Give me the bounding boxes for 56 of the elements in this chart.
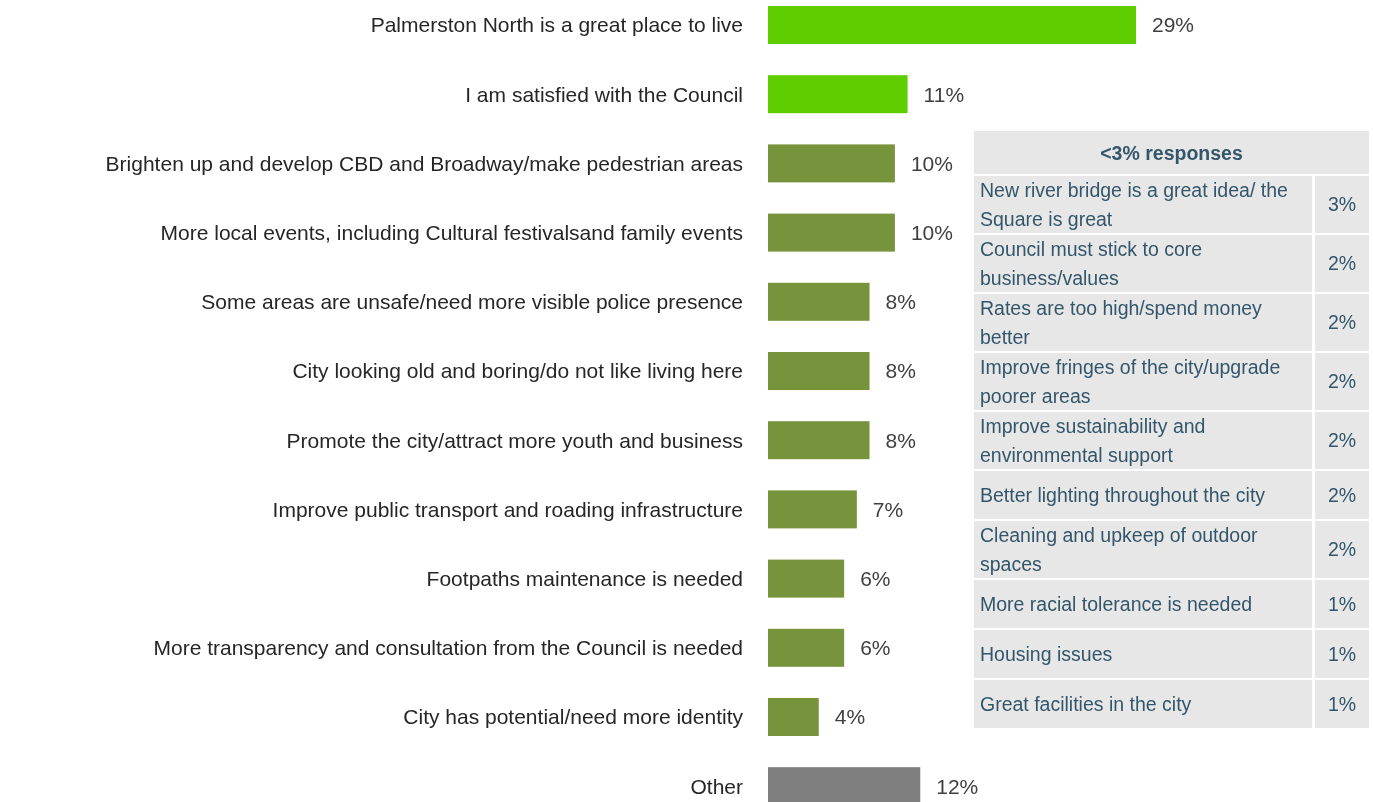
y-tick-label: More transparency and consultation from the Council is needed	[153, 636, 743, 660]
bar	[768, 628, 845, 667]
bar	[768, 144, 895, 183]
text: 2%	[1327, 538, 1357, 561]
category-label: More racial tolerance is needed	[980, 592, 1253, 615]
category-label: Improve fringes of the city/upgrade poorer areas	[980, 355, 1281, 407]
text: 2%	[1327, 429, 1357, 452]
text: 2%	[1327, 311, 1357, 334]
data-label: 10%	[910, 220, 953, 244]
y-tick-label: Palmerston North is a great place to live	[370, 13, 743, 37]
y-tick-label: Brighten up and develop CBD and Broadway/make pedestrian areas	[105, 151, 743, 175]
data-label: 6%	[860, 566, 891, 590]
y-tick-label: Footpaths maintenance is needed	[426, 566, 743, 590]
y-tick-label: Improve public transport and roading infrastructure	[272, 497, 743, 521]
bar	[768, 282, 870, 321]
y-tick-label: Other	[690, 774, 743, 798]
bar	[768, 421, 870, 460]
text: 2%	[1327, 252, 1357, 275]
y-tick-label: More local events, including Cultural festivalsand family events	[160, 220, 743, 244]
data-label: 11%	[923, 82, 965, 106]
category-label: Great facilities in the city	[980, 692, 1192, 715]
text: 2%	[1327, 370, 1357, 393]
data-label: 4%	[834, 705, 866, 729]
text: <3% responses	[1100, 141, 1243, 164]
category-label: Council must stick to core business/values	[980, 237, 1203, 289]
data-label: 6%	[860, 636, 891, 660]
data-label: 7%	[872, 497, 904, 521]
data-label: 12%	[936, 774, 979, 798]
y-tick-label: I am satisfied with the Council	[465, 82, 743, 106]
data-label: 8%	[885, 290, 916, 314]
bar	[768, 352, 870, 390]
text: 1%	[1327, 642, 1357, 665]
category-label: Better lighting throughout the city	[980, 483, 1266, 506]
y-tick-label: Promote the city/attract more youth and business	[286, 428, 743, 452]
category-label: Housing issues	[980, 642, 1113, 665]
data-label: 8%	[885, 359, 916, 383]
text: 1%	[1327, 692, 1357, 715]
category-label: Cleaning and upkeep of outdoor spaces	[980, 523, 1259, 575]
y-tick-label: City has potential/need more identity	[403, 705, 744, 729]
text: 1%	[1327, 592, 1357, 615]
y-tick-label: City looking old and boring/do not like living here	[292, 359, 743, 383]
text: 3%	[1327, 193, 1357, 216]
bar	[768, 213, 895, 252]
bar	[768, 698, 819, 736]
category-label: Rates are too high/spend money better	[980, 296, 1263, 348]
text: 2%	[1327, 483, 1357, 506]
category-label: Improve sustainability and environmental support	[980, 414, 1206, 466]
bar	[768, 490, 857, 529]
data-label: 29%	[1152, 13, 1195, 37]
y-tick-label: Some areas are unsafe/need more visible police presence	[201, 290, 743, 314]
data-label: 10%	[910, 151, 953, 175]
bar	[768, 559, 845, 598]
bar	[768, 75, 908, 114]
data-label: 8%	[885, 428, 916, 452]
category-label: New river bridge is a great idea/ the Square is great	[980, 178, 1288, 230]
bar	[768, 6, 1136, 44]
